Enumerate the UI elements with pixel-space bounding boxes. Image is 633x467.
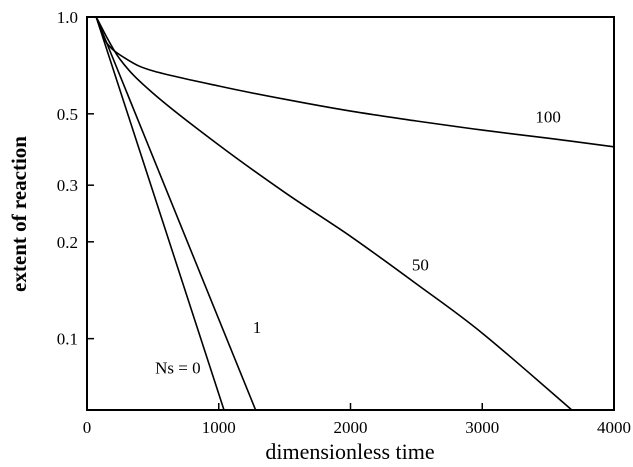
y-axis-title: extent of reaction [7, 136, 31, 292]
y-tick-label-4: 1.0 [57, 8, 78, 27]
x-tick-label-1: 1000 [202, 418, 236, 437]
series-line-2 [95, 16, 573, 411]
x-axis-ticks: 0 1000 2000 3000 4000 [83, 403, 631, 437]
y-tick-label-0: 0.1 [57, 330, 78, 349]
series-line-3 [95, 16, 615, 148]
series-line-1 [95, 16, 257, 411]
y-axis-ticks: 0.1 0.2 0.3 0.5 1.0 [57, 8, 94, 349]
x-tick-label-3: 3000 [465, 418, 499, 437]
curve-label-0: Ns = 0 [155, 358, 200, 377]
x-tick-label-4: 4000 [597, 418, 631, 437]
curve-label-1: 1 [253, 318, 262, 337]
y-tick-label-2: 0.3 [57, 176, 78, 195]
y-tick-label-1: 0.2 [57, 233, 78, 252]
x-axis-title: dimensionless time [265, 439, 434, 464]
y-tick-label-3: 0.5 [57, 105, 78, 124]
curve-label-2: 50 [412, 255, 429, 274]
series-line-0 [95, 16, 225, 411]
x-tick-label-0: 0 [83, 418, 92, 437]
series-lines [95, 16, 615, 411]
x-tick-label-2: 2000 [334, 418, 368, 437]
plot-frame [86, 16, 615, 411]
curve-labels: Ns = 0 1 50 100 [155, 107, 561, 377]
curve-label-3: 100 [535, 107, 561, 126]
